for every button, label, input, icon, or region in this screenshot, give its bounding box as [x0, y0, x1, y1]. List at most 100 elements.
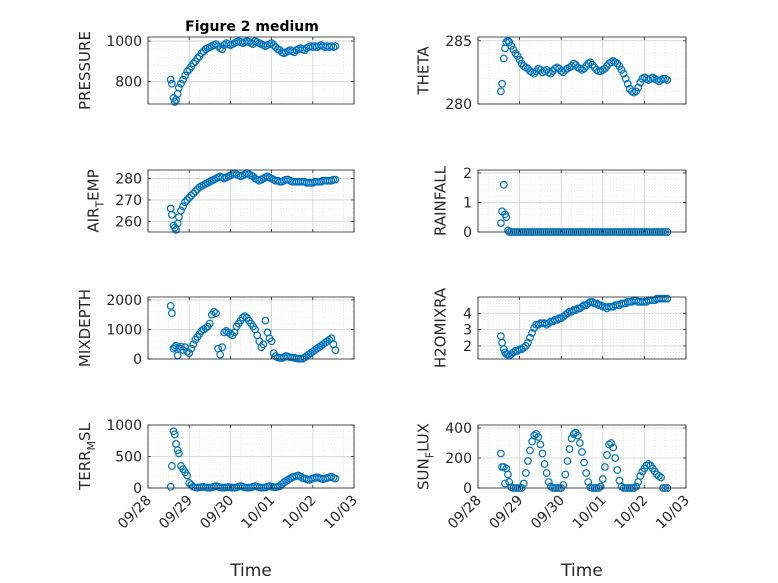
x-axis-label: Time [229, 561, 272, 581]
data-point [521, 469, 530, 477]
y-tick-label: 260 [115, 214, 142, 230]
data-point [193, 54, 202, 63]
data-point [524, 457, 532, 465]
y-axis-label: AIRTEMP [85, 169, 107, 232]
data-point [166, 301, 175, 310]
data-point [177, 206, 185, 215]
y-tick-label: 1000 [106, 322, 142, 338]
data-point [611, 454, 620, 462]
series-markers [166, 301, 340, 363]
y-tick-label: 1 [463, 195, 472, 211]
data-point [544, 478, 553, 486]
data-point [663, 76, 672, 84]
data-point [596, 482, 605, 491]
subplot-6: 234 H2OMIXRA [432, 287, 687, 368]
subplot-3: 260 270 280 AIRTEMP [85, 169, 355, 234]
x-axis-label: Time [560, 561, 603, 581]
data-point [201, 324, 210, 332]
data-point [571, 306, 580, 314]
data-point [174, 83, 183, 92]
data-point [548, 317, 557, 326]
y-axis-label: TERRMSL [76, 422, 98, 491]
data-point [189, 59, 198, 68]
y-tick-label: 3 [463, 323, 472, 339]
data-point [619, 69, 628, 78]
data-point [259, 340, 268, 349]
data-point [218, 45, 227, 54]
data-point [212, 309, 220, 318]
data-point [584, 478, 593, 486]
data-point [567, 434, 576, 443]
data-point [528, 328, 536, 337]
data-point [189, 340, 198, 349]
data-point [636, 472, 645, 480]
data-point [179, 202, 187, 211]
data-point [609, 443, 618, 452]
y-tick-label: 200 [445, 451, 472, 467]
axes-box [477, 169, 687, 233]
data-point [603, 451, 611, 459]
data-point [561, 470, 570, 479]
data-point [644, 460, 653, 468]
subplot-1: 800 1000 PRESSURE [76, 31, 355, 110]
data-point [592, 299, 601, 308]
data-point [509, 348, 518, 357]
data-point [613, 466, 622, 474]
series-markers [166, 169, 340, 234]
data-point [573, 431, 582, 440]
data-point [580, 301, 588, 310]
data-point [563, 457, 572, 465]
data-point [569, 430, 578, 438]
data-point [226, 330, 235, 338]
data-point [544, 319, 553, 328]
data-point [632, 482, 640, 491]
axes-box [147, 36, 355, 105]
data-point [331, 175, 340, 184]
data-point [499, 54, 508, 63]
data-point [580, 458, 588, 467]
y-tick-label: 0 [463, 481, 472, 497]
axes-box [477, 424, 687, 489]
data-point [187, 191, 196, 200]
data-point [185, 193, 194, 202]
data-point [496, 449, 505, 458]
data-point [663, 294, 672, 303]
y-axis-label: SUNFLUX [415, 423, 437, 490]
data-point [167, 79, 176, 88]
y-tick-label: 270 [115, 193, 142, 209]
data-point [538, 449, 547, 458]
data-point [636, 78, 645, 87]
data-point [218, 343, 227, 352]
y-tick-label: 500 [115, 450, 142, 466]
series-markers [166, 37, 340, 106]
data-point [623, 79, 632, 88]
data-point [269, 41, 278, 50]
data-point [501, 479, 509, 488]
y-tick-label: 1000 [106, 34, 142, 50]
y-axis-label: RAINFALL [432, 165, 450, 236]
axes-box [477, 296, 687, 360]
data-point [582, 469, 591, 477]
data-point [536, 440, 545, 449]
data-point [588, 297, 597, 306]
data-point [642, 461, 651, 470]
data-point [576, 439, 584, 447]
data-point [600, 463, 609, 471]
data-point [331, 474, 340, 483]
data-point [181, 198, 189, 206]
data-point [498, 79, 507, 88]
data-point [169, 94, 178, 102]
axes-box [477, 36, 687, 105]
data-point [657, 473, 665, 482]
data-point [513, 52, 522, 60]
data-point [565, 445, 574, 453]
subplot-2: 280 285 THETA [415, 34, 687, 113]
data-point [174, 449, 183, 458]
data-point [573, 304, 582, 313]
data-point [524, 338, 532, 347]
data-point [238, 313, 247, 322]
data-point [505, 478, 514, 486]
data-point [170, 430, 179, 439]
data-point [659, 294, 668, 303]
